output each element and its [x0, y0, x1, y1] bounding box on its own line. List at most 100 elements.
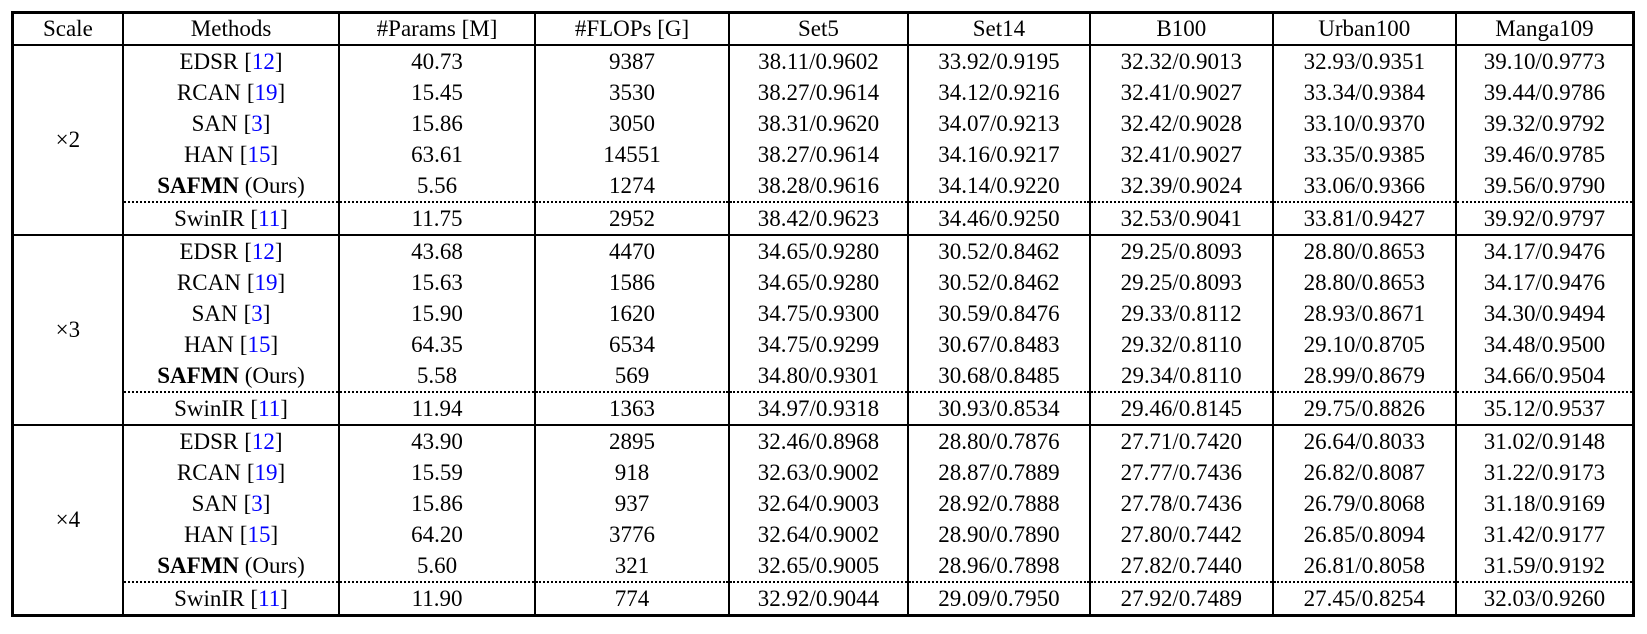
- score-cell: 30.59/0.8476: [906, 298, 1091, 329]
- table-row: SwinIR [11] 11.90 774 32.92/0.9044 29.09/0.79…: [13, 581, 1634, 616]
- score-cell: 32.64/0.9003: [728, 488, 908, 519]
- table-row: SAFMN (Ours) 5.60 321 32.65/0.9005 28.96/0.7…: [13, 550, 1634, 582]
- score-cell: 34.97/0.9318: [728, 391, 908, 425]
- citation-bracket-close: ]: [262, 490, 271, 516]
- citation-link[interactable]: 3: [251, 300, 263, 326]
- score-cell: 39.56/0.9790: [1454, 170, 1634, 202]
- citation-bracket-open: [: [243, 110, 252, 136]
- citation-link[interactable]: 15: [247, 331, 271, 357]
- score-cell: 38.27/0.9614: [728, 77, 908, 108]
- citation-bracket-close: ]: [270, 141, 279, 167]
- method-name: EDSR: [179, 48, 239, 74]
- flops-value: 1586: [533, 267, 730, 298]
- score-cell: 30.68/0.8485: [906, 360, 1091, 392]
- scale-label: ×2: [11, 45, 123, 235]
- citation: [15]: [240, 522, 278, 547]
- score-cell: 33.10/0.9370: [1271, 108, 1456, 139]
- score-cell: 32.42/0.9028: [1089, 108, 1273, 139]
- table-row: SwinIR [11] 11.94 1363 34.97/0.9318 30.93/0.8…: [13, 391, 1634, 425]
- citation-link[interactable]: 19: [254, 79, 278, 105]
- method-cell: SAN [3]: [121, 488, 340, 519]
- score-cell: 27.92/0.7489: [1089, 581, 1273, 616]
- citation-bracket-open: [: [246, 459, 255, 485]
- score-cell: 28.80/0.7876: [906, 424, 1091, 457]
- score-cell: 34.66/0.9504: [1454, 360, 1634, 392]
- method-name: SAN: [191, 490, 238, 516]
- score-cell: 27.77/0.7436: [1089, 457, 1273, 488]
- citation-link[interactable]: 3: [251, 110, 263, 136]
- citation-bracket-open: [: [243, 300, 252, 326]
- citation: [11]: [250, 586, 288, 611]
- score-cell: 34.65/0.9280: [728, 267, 908, 298]
- score-cell: 28.80/0.8653: [1271, 234, 1456, 267]
- params-value: 40.73: [338, 45, 535, 77]
- method-cell: HAN [15]: [121, 139, 340, 170]
- score-cell: 32.93/0.9351: [1271, 45, 1456, 77]
- score-cell: 28.87/0.7889: [906, 457, 1091, 488]
- column-header-manga109: Manga109: [1454, 12, 1634, 46]
- column-header-urban100: Urban100: [1271, 12, 1456, 46]
- method-suffix: (Ours): [239, 552, 305, 578]
- table-row: HAN [15] 64.20 3776 32.64/0.9002 28.90/0.7890…: [13, 519, 1634, 550]
- citation-link[interactable]: 12: [251, 428, 275, 454]
- flops-value: 918: [533, 457, 730, 488]
- score-cell: 34.17/0.9476: [1454, 267, 1634, 298]
- citation-link[interactable]: 15: [247, 521, 271, 547]
- params-value: 11.94: [338, 391, 535, 425]
- flops-value: 1274: [533, 170, 730, 202]
- column-header-methods: Methods: [121, 12, 340, 46]
- table-row: SAN [3] 15.90 1620 34.75/0.9300 30.59/0.8476 2…: [13, 298, 1634, 329]
- column-header-scale: Scale: [11, 12, 123, 46]
- citation-bracket-open: [: [246, 79, 255, 105]
- citation-bracket-close: ]: [277, 459, 286, 485]
- score-cell: 39.10/0.9773: [1454, 45, 1634, 77]
- citation-link[interactable]: 19: [254, 459, 278, 485]
- score-cell: 29.46/0.8145: [1089, 391, 1273, 425]
- citation-link[interactable]: 15: [247, 141, 271, 167]
- score-cell: 31.42/0.9177: [1454, 519, 1634, 550]
- score-cell: 33.81/0.9427: [1271, 201, 1456, 235]
- score-cell: 26.85/0.8094: [1271, 519, 1456, 550]
- citation: [12]: [244, 429, 282, 454]
- params-value: 15.86: [338, 488, 535, 519]
- score-cell: 32.64/0.9002: [728, 519, 908, 550]
- score-cell: 34.75/0.9300: [728, 298, 908, 329]
- table-row: RCAN [19] 15.45 3530 38.27/0.9614 34.12/0.921…: [13, 77, 1634, 108]
- flops-value: 3776: [533, 519, 730, 550]
- score-cell: 34.48/0.9500: [1454, 329, 1634, 360]
- method-name: SAN: [191, 300, 238, 326]
- method-name: RCAN: [176, 269, 241, 295]
- column-header-set14: Set14: [906, 12, 1091, 46]
- score-cell: 31.22/0.9173: [1454, 457, 1634, 488]
- citation-link[interactable]: 12: [251, 238, 275, 264]
- citation-link[interactable]: 3: [251, 490, 263, 516]
- citation-bracket-close: ]: [280, 205, 288, 231]
- citation-bracket-open: [: [243, 490, 252, 516]
- score-cell: 30.52/0.8462: [906, 267, 1091, 298]
- score-cell: 38.27/0.9614: [728, 139, 908, 170]
- citation-bracket-close: ]: [277, 269, 286, 295]
- score-cell: 30.52/0.8462: [906, 234, 1091, 267]
- method-cell: SAN [3]: [121, 298, 340, 329]
- citation-link[interactable]: 12: [251, 48, 275, 74]
- citation: [3]: [244, 301, 271, 326]
- score-cell: 32.41/0.9027: [1089, 139, 1273, 170]
- score-cell: 33.06/0.9366: [1271, 170, 1456, 202]
- citation-link[interactable]: 11: [258, 585, 281, 611]
- table-row: RCAN [19] 15.63 1586 34.65/0.9280 30.52/0.846…: [13, 267, 1634, 298]
- citation-bracket-open: [: [250, 585, 259, 611]
- citation-link[interactable]: 19: [254, 269, 278, 295]
- citation-bracket-open: [: [239, 521, 248, 547]
- citation-link[interactable]: 11: [258, 395, 281, 421]
- score-cell: 26.79/0.8068: [1271, 488, 1456, 519]
- score-cell: 31.59/0.9192: [1454, 550, 1634, 582]
- score-cell: 39.32/0.9792: [1454, 108, 1634, 139]
- flops-value: 6534: [533, 329, 730, 360]
- citation: [3]: [244, 111, 271, 136]
- table-row: RCAN [19] 15.59 918 32.63/0.9002 28.87/0.7889…: [13, 457, 1634, 488]
- citation-link[interactable]: 11: [258, 205, 281, 231]
- params-value: 64.35: [338, 329, 535, 360]
- params-value: 63.61: [338, 139, 535, 170]
- method-name: SwinIR: [174, 585, 245, 611]
- citation-bracket-close: ]: [274, 428, 283, 454]
